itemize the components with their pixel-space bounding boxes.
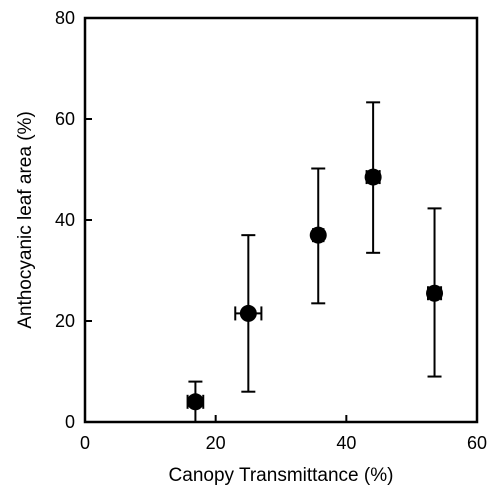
x-tick-label: 60 — [467, 433, 487, 453]
data-point-group — [309, 167, 327, 305]
data-point-marker — [364, 168, 382, 186]
data-points — [186, 101, 444, 423]
data-point-marker — [309, 226, 327, 244]
data-point-group — [426, 207, 444, 378]
data-point-marker — [239, 304, 257, 322]
data-point-marker — [426, 284, 444, 302]
data-point-group — [234, 234, 263, 393]
x-tick-label: 0 — [80, 433, 90, 453]
x-tick-label: 40 — [336, 433, 356, 453]
x-tick-label: 20 — [206, 433, 226, 453]
data-point-group — [364, 101, 382, 254]
y-tick-label: 20 — [55, 311, 75, 331]
y-tick-label: 80 — [55, 8, 75, 28]
y-tick-label: 0 — [65, 412, 75, 432]
y-axis-title: Anthocyanic leaf area (%) — [15, 111, 36, 329]
y-tick-label: 40 — [55, 210, 75, 230]
plot-frame — [83, 16, 479, 424]
x-axis-title: Canopy Transmittance (%) — [169, 465, 394, 486]
data-point-group — [186, 380, 205, 423]
y-axis-ticks: 0 20 40 60 80 — [55, 8, 92, 432]
y-tick-label: 60 — [55, 109, 75, 129]
x-axis-ticks: 0 20 40 60 — [80, 415, 487, 453]
data-point-marker — [186, 393, 204, 411]
